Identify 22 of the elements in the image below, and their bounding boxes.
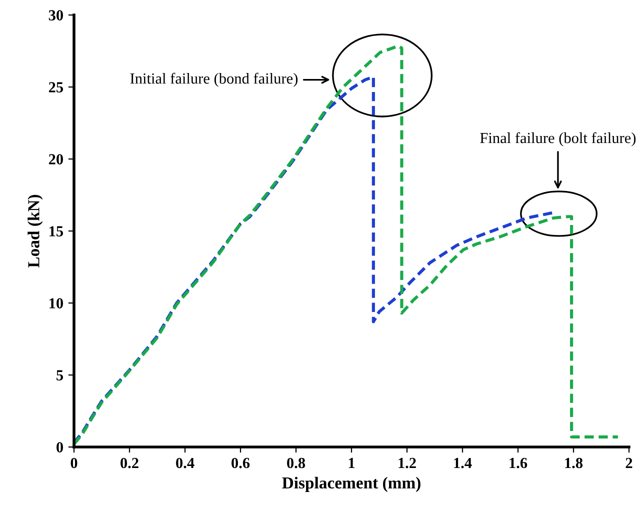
x-tick-label: 1.4: [454, 458, 472, 468]
y-tick-label: 25: [48, 82, 64, 92]
x-tick-label: 0.2: [120, 458, 138, 468]
annotation: Final failure (bolt failure): [480, 132, 636, 146]
y-tick-label: 30: [48, 10, 63, 20]
x-axis-title: Displacement (mm): [282, 476, 420, 492]
x-tick-label: 0: [70, 458, 78, 468]
x-tick-label: 0.4: [176, 458, 194, 468]
x-tick-label: 1.2: [398, 458, 416, 468]
y-tick-label: 10: [50, 298, 63, 308]
x-tick-label: 1.6: [510, 458, 528, 468]
y-tick-label: 5: [56, 370, 64, 380]
x-tick-label: 1.8: [565, 458, 583, 468]
x-tick-label: 1: [348, 458, 355, 468]
x-tick-label: 2: [626, 458, 632, 468]
x-tick-label: 0.6: [232, 458, 250, 468]
annotation: Initial failure (bond failure): [130, 72, 298, 87]
y-axis-title: Load (kN): [28, 194, 43, 268]
y-tick-label: 15: [50, 226, 64, 236]
y-tick-label: 0: [56, 442, 63, 452]
x-tick-label: 0.8: [287, 458, 306, 468]
y-tick-label: 20: [48, 154, 63, 164]
